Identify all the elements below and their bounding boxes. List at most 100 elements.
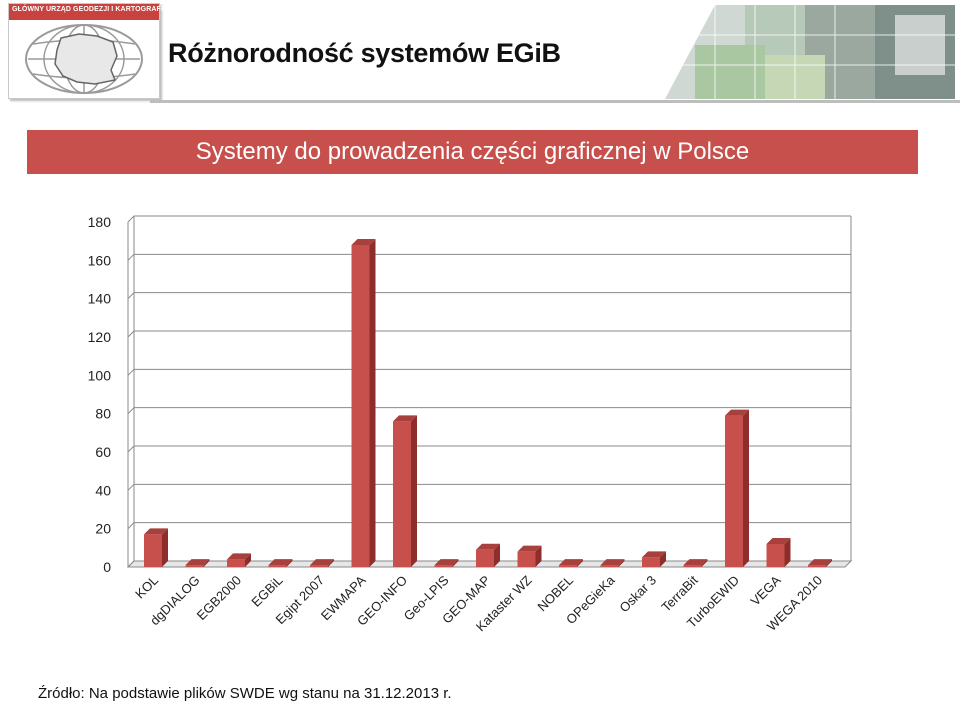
y-tick-label: 40 — [95, 482, 111, 498]
bar-top — [517, 545, 542, 552]
x-tick-label: KOL — [132, 573, 161, 602]
gridline — [127, 483, 851, 491]
bar-front — [144, 534, 162, 567]
gridline — [127, 292, 851, 300]
bar-wega-2010 — [808, 559, 832, 567]
source-note: Źródło: Na podstawie plików SWDE wg stan… — [38, 685, 452, 702]
bar-top — [434, 559, 459, 566]
bar-egbil — [268, 559, 293, 567]
bar-top — [683, 559, 708, 566]
bar-geo-info — [393, 415, 417, 567]
x-tick-label: Oskar 3 — [616, 573, 659, 616]
bar-terrabit — [683, 559, 708, 567]
bar-side — [743, 409, 749, 567]
y-tick-label: 100 — [88, 367, 112, 383]
logo-band — [9, 4, 159, 20]
bar-vega — [766, 538, 791, 567]
bar-top — [144, 528, 168, 535]
bar-top — [808, 559, 832, 566]
bar-side — [411, 415, 417, 567]
bar-top — [766, 538, 791, 544]
gridline — [127, 253, 851, 261]
x-tick-label: VEGA — [747, 572, 783, 608]
bar-top — [476, 543, 500, 550]
bar-front — [725, 415, 743, 567]
bar-front — [766, 544, 785, 567]
bar-side — [245, 553, 251, 567]
bar-top — [642, 551, 666, 558]
gridline — [127, 522, 851, 530]
header-divider — [150, 100, 960, 103]
bar-front — [559, 565, 577, 567]
bar-front — [310, 565, 328, 567]
y-tick-label: 80 — [95, 406, 111, 422]
gridline — [127, 407, 851, 415]
bar-top — [559, 559, 583, 566]
gugik-logo: GŁÓWNY URZĄD GEODEZJI I KARTOGRAFII — [8, 3, 165, 99]
y-tick-label: 180 — [88, 214, 112, 230]
bar-side — [369, 239, 376, 567]
bar-turboewid — [725, 409, 749, 567]
bar-dgdialog — [185, 559, 210, 567]
bar-side — [826, 559, 832, 567]
bar-side — [535, 545, 542, 567]
bar-top — [310, 559, 334, 566]
bar-front — [393, 421, 411, 567]
bar-geo-lpis — [434, 559, 459, 567]
chart-banner: Systemy do prowadzenia części graficznej… — [27, 130, 918, 174]
bar-front — [351, 245, 370, 567]
bar-top — [600, 559, 625, 566]
y-tick-label: 0 — [103, 559, 111, 575]
bar-opegieka — [600, 559, 625, 567]
y-tick-label: 140 — [88, 291, 112, 307]
bar-front — [517, 551, 536, 567]
gridline — [127, 215, 851, 223]
y-tick-label: 160 — [88, 252, 112, 268]
bar-top — [393, 415, 417, 422]
bar-side — [784, 538, 791, 567]
gridline — [127, 368, 851, 376]
bar-egb2000 — [227, 553, 251, 567]
bar-side — [203, 559, 210, 567]
x-tick-label: EGBiL — [248, 573, 285, 610]
page-title: Różnorodność systemów EGiB — [168, 38, 561, 68]
globe-icon — [25, 24, 143, 94]
bar-front — [434, 565, 453, 567]
bar-top — [185, 559, 210, 566]
bar-geo-map — [476, 543, 500, 567]
bar-kol — [144, 528, 168, 567]
gridline — [127, 330, 851, 338]
bar-front — [476, 549, 494, 567]
logo-text: GŁÓWNY URZĄD GEODEZJI I KARTOGRAFII — [12, 6, 165, 13]
bar-side — [452, 559, 459, 567]
bar-top — [268, 559, 293, 566]
map-decoration — [665, 5, 955, 99]
bar-front — [642, 557, 660, 567]
bar-front — [808, 565, 826, 567]
bar-nobel — [559, 559, 583, 567]
bar-ewmapa — [351, 239, 376, 567]
bar-side — [162, 528, 168, 567]
y-tick-label: 60 — [95, 444, 111, 460]
x-tick-label: EGB2000 — [194, 573, 244, 623]
bar-front — [268, 565, 287, 567]
bar-side — [286, 559, 293, 567]
bar-side — [618, 559, 625, 567]
bar-oskar-3 — [642, 551, 666, 567]
bar-side — [328, 559, 334, 567]
bar-side — [577, 559, 583, 567]
y-tick-label: 120 — [88, 329, 112, 345]
bar-side — [701, 559, 708, 567]
bar-front — [227, 559, 245, 567]
bar-side — [494, 543, 500, 567]
bar-chart: 020406080100120140160180KOLdgDIALOGEGB20… — [88, 214, 853, 634]
x-tick-label: NOBEL — [534, 573, 576, 615]
bar-top — [227, 553, 251, 560]
bar-top — [351, 239, 376, 245]
bar-front — [683, 565, 702, 567]
bar-egipt-2007 — [310, 559, 334, 567]
bar-kataster-wz — [517, 545, 542, 567]
bar-front — [600, 565, 619, 567]
gridline — [127, 445, 851, 453]
y-tick-label: 20 — [95, 521, 111, 537]
